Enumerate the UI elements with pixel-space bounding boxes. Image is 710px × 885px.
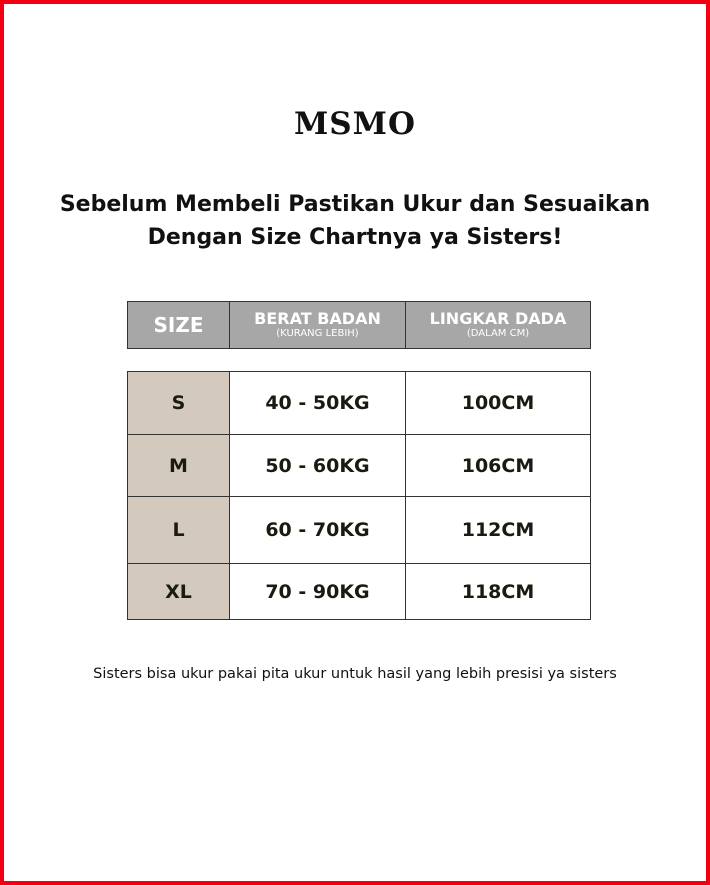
- title-line-2: Dengan Size Chartnya ya Sisters!: [147, 225, 563, 250]
- header-size: SIZE: [127, 301, 230, 349]
- chest-cell: 106CM: [405, 434, 591, 497]
- table-row: XL 70 - 90KG 118CM: [127, 563, 591, 620]
- page-title: Sebelum Membeli Pastikan Ukur dan Sesuai…: [0, 188, 710, 254]
- size-cell: XL: [127, 563, 230, 620]
- size-table: S 40 - 50KG 100CM M 50 - 60KG 106CM L 60 - 70…: [127, 371, 591, 620]
- size-cell: L: [127, 496, 230, 564]
- chest-cell: 100CM: [405, 371, 591, 435]
- table-row: M 50 - 60KG 106CM: [127, 434, 591, 497]
- table-row: L 60 - 70KG 112CM: [127, 496, 591, 564]
- size-table-header: SIZE BERAT BADAN (KURANG LEBIH) LINGKAR D…: [127, 301, 591, 349]
- footnote: Sisters bisa ukur pakai pita ukur untuk …: [93, 666, 617, 682]
- header-chest: LINGKAR DADA (DALAM CM): [405, 301, 591, 349]
- title-line-1: Sebelum Membeli Pastikan Ukur dan Sesuai…: [59, 192, 651, 217]
- chest-cell: 118CM: [405, 563, 591, 620]
- weight-cell: 50 - 60KG: [229, 434, 406, 497]
- brand-logo: MSMO: [293, 106, 417, 142]
- size-cell: S: [127, 371, 230, 435]
- weight-cell: 40 - 50KG: [229, 371, 406, 435]
- header-weight: BERAT BADAN (KURANG LEBIH): [229, 301, 406, 349]
- weight-cell: 70 - 90KG: [229, 563, 406, 620]
- size-cell: M: [127, 434, 230, 497]
- weight-cell: 60 - 70KG: [229, 496, 406, 564]
- chest-cell: 112CM: [405, 496, 591, 564]
- table-row: S 40 - 50KG 100CM: [127, 371, 591, 435]
